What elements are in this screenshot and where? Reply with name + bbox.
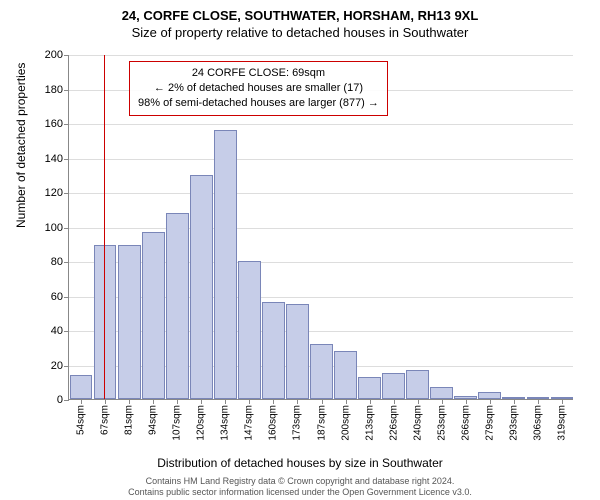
annotation-line1: 24 CORFE CLOSE: 69sqm bbox=[138, 66, 379, 81]
y-tick-mark bbox=[64, 297, 69, 298]
histogram-bar bbox=[190, 175, 213, 399]
histogram-bar bbox=[142, 232, 165, 399]
x-tick-label: 266sqm bbox=[460, 405, 471, 441]
histogram-plot: 02040608010012014016018020054sqm67sqm81s… bbox=[68, 55, 573, 400]
y-tick-mark bbox=[64, 124, 69, 125]
y-tick-mark bbox=[64, 90, 69, 91]
x-tick-mark bbox=[466, 399, 467, 404]
x-tick-label: 213sqm bbox=[364, 405, 375, 441]
x-tick-mark bbox=[322, 399, 323, 404]
x-tick-label: 54sqm bbox=[76, 405, 87, 435]
x-tick-label: 226sqm bbox=[388, 405, 399, 441]
x-tick-label: 293sqm bbox=[508, 405, 519, 441]
histogram-bar bbox=[70, 375, 93, 399]
y-tick-label: 60 bbox=[51, 291, 63, 303]
footer-line2: Contains public sector information licen… bbox=[0, 487, 600, 498]
x-tick-mark bbox=[562, 399, 563, 404]
x-tick-mark bbox=[538, 399, 539, 404]
gridline bbox=[69, 55, 573, 56]
attribution-footer: Contains HM Land Registry data © Crown c… bbox=[0, 476, 600, 498]
x-axis-label: Distribution of detached houses by size … bbox=[0, 456, 600, 470]
x-tick-mark bbox=[297, 399, 298, 404]
histogram-bar bbox=[214, 130, 237, 399]
gridline bbox=[69, 124, 573, 125]
title-line1: 24, CORFE CLOSE, SOUTHWATER, HORSHAM, RH… bbox=[0, 8, 600, 25]
x-tick-label: 253sqm bbox=[436, 405, 447, 441]
y-tick-mark bbox=[64, 159, 69, 160]
y-tick-label: 120 bbox=[45, 187, 63, 199]
x-tick-label: 279sqm bbox=[484, 405, 495, 441]
y-tick-label: 180 bbox=[45, 84, 63, 96]
x-tick-label: 160sqm bbox=[268, 405, 279, 441]
y-tick-label: 100 bbox=[45, 222, 63, 234]
histogram-bar bbox=[478, 392, 501, 399]
x-tick-label: 67sqm bbox=[100, 405, 111, 435]
histogram-bar bbox=[310, 344, 333, 399]
chart-title: 24, CORFE CLOSE, SOUTHWATER, HORSHAM, RH… bbox=[0, 0, 600, 42]
y-tick-mark bbox=[64, 228, 69, 229]
y-tick-label: 80 bbox=[51, 256, 63, 268]
histogram-bar bbox=[262, 302, 285, 399]
title-line2: Size of property relative to detached ho… bbox=[0, 25, 600, 42]
x-tick-label: 306sqm bbox=[532, 405, 543, 441]
x-tick-mark bbox=[177, 399, 178, 404]
x-tick-label: 81sqm bbox=[124, 405, 135, 435]
histogram-bar bbox=[382, 373, 405, 399]
x-tick-mark bbox=[249, 399, 250, 404]
x-tick-label: 187sqm bbox=[316, 405, 327, 441]
histogram-bar bbox=[406, 370, 429, 399]
annotation-line2: ← 2% of detached houses are smaller (17) bbox=[138, 81, 379, 96]
y-tick-label: 200 bbox=[45, 49, 63, 61]
x-tick-mark bbox=[129, 399, 130, 404]
histogram-bar bbox=[166, 213, 189, 399]
histogram-bar bbox=[286, 304, 309, 399]
x-tick-mark bbox=[105, 399, 106, 404]
x-tick-label: 94sqm bbox=[148, 405, 159, 435]
x-tick-label: 200sqm bbox=[340, 405, 351, 441]
x-tick-mark bbox=[394, 399, 395, 404]
x-tick-mark bbox=[490, 399, 491, 404]
x-tick-label: 107sqm bbox=[172, 405, 183, 441]
y-tick-mark bbox=[64, 55, 69, 56]
footer-line1: Contains HM Land Registry data © Crown c… bbox=[0, 476, 600, 487]
y-tick-label: 160 bbox=[45, 118, 63, 130]
y-tick-label: 40 bbox=[51, 325, 63, 337]
x-tick-mark bbox=[370, 399, 371, 404]
reference-line bbox=[104, 55, 105, 399]
y-tick-mark bbox=[64, 193, 69, 194]
gridline bbox=[69, 193, 573, 194]
y-tick-label: 140 bbox=[45, 153, 63, 165]
y-tick-mark bbox=[64, 331, 69, 332]
x-tick-mark bbox=[153, 399, 154, 404]
x-tick-label: 319sqm bbox=[556, 405, 567, 441]
y-tick-mark bbox=[64, 400, 69, 401]
x-tick-label: 147sqm bbox=[244, 405, 255, 441]
y-tick-mark bbox=[64, 262, 69, 263]
annotation-line3: 98% of semi-detached houses are larger (… bbox=[138, 96, 379, 111]
y-tick-label: 0 bbox=[57, 394, 63, 406]
x-tick-mark bbox=[418, 399, 419, 404]
x-tick-label: 240sqm bbox=[412, 405, 423, 441]
y-axis-label: Number of detached properties bbox=[14, 63, 28, 228]
gridline bbox=[69, 228, 573, 229]
annotation-box: 24 CORFE CLOSE: 69sqm ← 2% of detached h… bbox=[129, 61, 388, 116]
x-tick-mark bbox=[514, 399, 515, 404]
x-tick-label: 134sqm bbox=[220, 405, 231, 441]
histogram-bar bbox=[118, 245, 141, 399]
histogram-bar bbox=[430, 387, 453, 399]
histogram-bar bbox=[238, 261, 261, 399]
y-tick-mark bbox=[64, 366, 69, 367]
gridline bbox=[69, 159, 573, 160]
x-tick-mark bbox=[225, 399, 226, 404]
x-tick-mark bbox=[273, 399, 274, 404]
x-tick-label: 173sqm bbox=[292, 405, 303, 441]
histogram-bar bbox=[358, 377, 381, 399]
x-tick-label: 120sqm bbox=[196, 405, 207, 441]
y-tick-label: 20 bbox=[51, 360, 63, 372]
x-tick-mark bbox=[201, 399, 202, 404]
x-tick-mark bbox=[442, 399, 443, 404]
histogram-bar bbox=[334, 351, 357, 399]
x-tick-mark bbox=[346, 399, 347, 404]
x-tick-mark bbox=[81, 399, 82, 404]
